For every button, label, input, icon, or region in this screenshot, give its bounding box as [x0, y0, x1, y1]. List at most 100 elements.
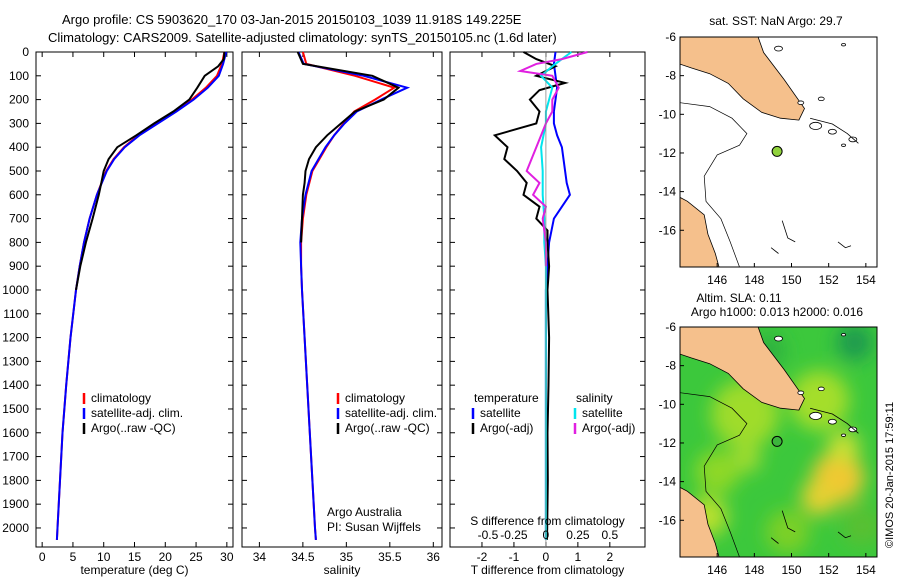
depth-tick-label: 100	[9, 69, 29, 83]
difference-xtick2-label: 0	[543, 528, 550, 542]
sla_map-ytick-label: -10	[659, 397, 677, 411]
sst_map-xtick-label: 152	[819, 273, 839, 287]
sst_map-ytick-label: -6	[665, 30, 676, 44]
difference-xtick-label: 1	[575, 550, 582, 564]
depth-tick-label: 1600	[2, 426, 29, 440]
salinity-xtick-label: 35.5	[378, 550, 402, 564]
temperature-frame	[35, 51, 234, 548]
difference-legend-entry: Argo(-adj)	[480, 421, 533, 435]
island	[827, 128, 837, 135]
salinity-frame	[241, 51, 443, 548]
island	[774, 335, 783, 342]
reef-outline	[770, 537, 779, 544]
difference-legend-heading: salinity	[576, 391, 613, 405]
sst_map: 146 148 150 152 154 -6 -8 -10 -12 -14 -16	[659, 30, 878, 287]
sla_map-land	[680, 327, 859, 557]
sla_map-frame	[679, 326, 878, 558]
sst-map-title: sat. SST: NaN Argo: 29.7	[709, 14, 843, 28]
temperature-xtick-label: 15	[128, 550, 142, 564]
sla-blob	[801, 479, 838, 516]
salinity-xtick-label: 36	[427, 550, 441, 564]
sst_map-ytick-label: -16	[659, 223, 677, 237]
sla_map-xtick-label: 148	[744, 563, 764, 577]
sla-map-title: Altim. SLA: 0.11	[696, 291, 781, 305]
island	[841, 333, 846, 337]
new-guinea-landmass	[680, 327, 805, 411]
salinity-series-satellite-adj-clim-	[297, 51, 411, 540]
sla_map-xtick-label: 154	[856, 563, 876, 577]
island	[797, 390, 805, 395]
salinity-annotation-1: Argo Australia	[327, 505, 402, 519]
sla-blob	[842, 506, 877, 547]
new-guinea-landmass	[680, 37, 805, 121]
sla_map: 146 148 150 152 154 -6 -8 -10 -12 -14 -16	[659, 320, 878, 577]
depth-tick-label: 1400	[2, 378, 29, 392]
sla-blob	[827, 430, 860, 463]
salinity-xtick-label: 34.5	[291, 550, 315, 564]
shelf-contour	[680, 102, 748, 267]
sla_map-argo-float-marker	[771, 435, 783, 447]
shelf-contour	[680, 392, 748, 557]
sst_map-xtick-label: 150	[781, 273, 801, 287]
sla_map-ytick-label: -16	[659, 513, 677, 527]
depth-tick-label: 1000	[2, 283, 29, 297]
depth-tick-label: 500	[9, 164, 29, 178]
temperature-series-argo-raw-qc-	[75, 51, 226, 291]
depth-tick-label: 1500	[2, 402, 29, 416]
reef-outline	[781, 510, 796, 533]
depth-tick-label: 900	[9, 259, 29, 273]
difference-xtick-label: 0	[543, 550, 550, 564]
depth-tick-label: 1100	[3, 307, 29, 321]
sla_map-xtick-label: 150	[781, 563, 801, 577]
sst_map-ytick-label: -12	[659, 146, 677, 160]
salinity-legend-entry: climatology	[345, 391, 405, 405]
sla-blob	[836, 327, 873, 361]
salinity-legend-entry: satellite-adj. clim.	[345, 406, 437, 420]
difference-legend-entry: Argo(-adj)	[582, 421, 635, 435]
reef-outline	[809, 407, 859, 434]
depth-tick-label: 1200	[2, 331, 29, 345]
difference-legend-entry: satellite	[480, 406, 521, 420]
sst_map-land	[680, 37, 859, 267]
temperature-xtick-label: 30	[220, 550, 234, 564]
depth-tick-label: 1300	[2, 354, 29, 368]
temperature-xtick-label: 0	[39, 550, 46, 564]
sst_map-xtick-label: 146	[707, 273, 727, 287]
difference-xtick-label: -2	[477, 550, 488, 564]
depth-tick-label: 1700	[2, 450, 29, 464]
salinity-xtick-label: 34	[253, 550, 267, 564]
salinity-panel: 34 34.5 35 35.5 36 salinity	[241, 51, 443, 577]
sla_map-ytick-label: -14	[659, 475, 677, 489]
temperature-xtick-label: 10	[97, 550, 111, 564]
sla_map-xtick-label: 146	[707, 563, 727, 577]
island	[817, 386, 825, 392]
temperature-xtick-label: 5	[70, 550, 77, 564]
depth-tick-label: 0	[22, 45, 29, 59]
difference-xtick2-label: -0.25	[500, 528, 528, 542]
difference-xlabel: T difference from climatology	[471, 563, 625, 577]
island	[841, 43, 846, 47]
salinity-xlabel: salinity	[324, 563, 361, 577]
difference-legend-entry: satellite	[582, 406, 623, 420]
temperature-panel: 0 5 10 15 20 25 30 temperature (deg C)	[35, 51, 234, 577]
sst_map-argo-float-marker	[771, 145, 783, 157]
temperature-legend-entry: Argo(..raw -QC)	[91, 421, 176, 435]
island	[797, 100, 805, 105]
figure-title-line2: Climatology: CARS2009. Satellite-adjuste…	[48, 30, 557, 45]
sla-blob	[695, 449, 740, 494]
sst_map-frame	[679, 36, 878, 268]
temperature-legend-entry: satellite-adj. clim.	[91, 406, 183, 420]
depth-tick-label: 1900	[2, 497, 29, 511]
sla_map-ytick-label: -8	[665, 359, 676, 373]
difference-xtick-label: -1	[509, 550, 520, 564]
sst_map-ytick-label: -8	[665, 69, 676, 83]
sla-map-title2: Argo h1000: 0.013 h2000: 0.016	[691, 305, 863, 319]
salinity-series-argo-raw-qc-	[296, 51, 401, 243]
chart-layer: 0100200300400500600700800900100011001200…	[2, 14, 878, 577]
temperature-legend-entry: climatology	[91, 391, 151, 405]
sst_map-ytick-label: -10	[659, 107, 677, 121]
island	[809, 411, 823, 420]
island	[774, 45, 783, 52]
difference-panel: -2 -1 0 1 2T difference from climatology	[449, 51, 646, 577]
